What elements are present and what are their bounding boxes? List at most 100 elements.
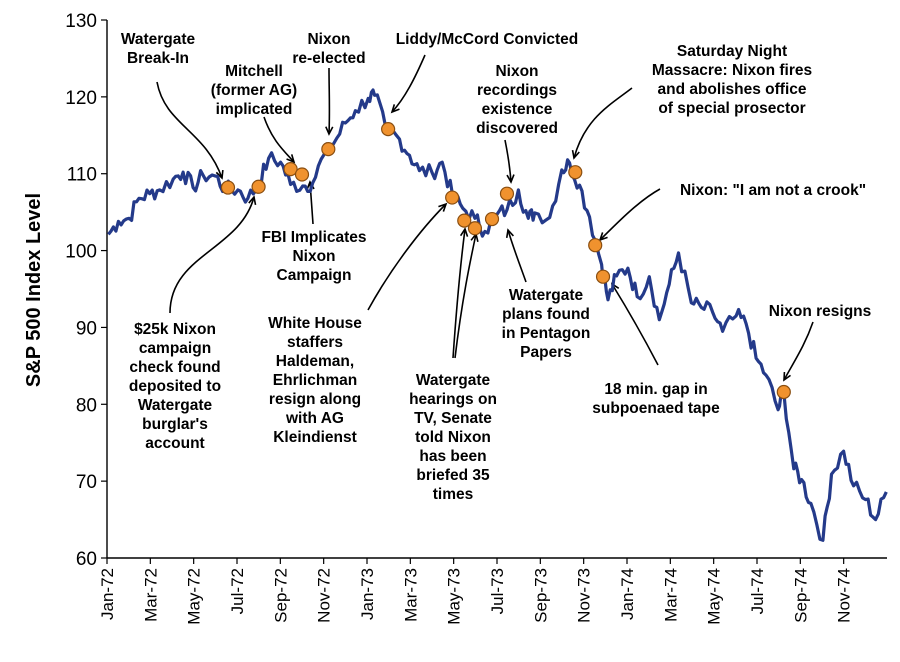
event-annotation: Watergate hearings on TV, Senate told Nixon… <box>409 372 497 503</box>
x-tick-label: Nov-73 <box>575 568 594 623</box>
annotation-line: (former AG) <box>211 82 297 99</box>
leader-line <box>156 81 223 179</box>
annotation-line: 18 min. gap in <box>604 381 707 398</box>
x-tick-label: Jan-73 <box>358 568 377 620</box>
event-marker <box>457 213 472 228</box>
x-tick-label: Mar-72 <box>141 568 160 622</box>
annotation-line: Nixon: "I am not a crook" <box>680 182 866 199</box>
y-tick-label: 80 <box>76 395 97 416</box>
annotation-line: plans found <box>502 306 590 323</box>
event-marker <box>776 384 791 400</box>
axes <box>101 19 887 564</box>
x-tick-label: Sep-74 <box>791 568 810 623</box>
annotation-line: Nixon <box>307 31 350 48</box>
leader-line <box>507 229 527 283</box>
y-tick-label: 130 <box>65 11 97 32</box>
event-marker <box>499 186 515 201</box>
x-tick-label: Jul-72 <box>228 568 247 614</box>
event-marker <box>484 211 500 227</box>
event-marker <box>568 165 583 180</box>
annotation-line: has been <box>419 448 486 465</box>
annotation-line: Break-In <box>127 50 189 67</box>
y-tick-labels: 60 70 80 90 100 110 120 130 <box>65 11 97 570</box>
event-annotation: White House staffers Haldeman, Ehrlichman re… <box>268 315 362 446</box>
leader-arrowhead <box>505 228 514 239</box>
annotation-line: burglar's <box>142 416 208 433</box>
y-tick-label: 100 <box>65 242 97 263</box>
event-annotation: FBI Implicates Nixon Campaign <box>261 229 366 284</box>
leader-arrowhead <box>438 202 448 212</box>
leader-line <box>263 116 295 163</box>
annotation-line: Watergate <box>121 31 196 48</box>
annotation-line: subpoenaed tape <box>592 400 720 417</box>
leader-arrowhead <box>390 104 400 114</box>
annotation-line: discovered <box>476 120 558 137</box>
annotation-line: Haldeman, <box>276 353 354 370</box>
event-annotation: Saturday Night Massacre: Nixon fires and a… <box>652 43 812 117</box>
event-annotation: Mitchell (former AG) implicated <box>211 63 297 118</box>
event-marker <box>251 179 266 194</box>
annotation-line: Saturday Night <box>677 43 787 60</box>
event-annotation: Nixon resigns <box>769 303 872 320</box>
annotation-line: Watergate <box>416 372 491 389</box>
event-markers <box>220 122 791 400</box>
leader-line <box>391 54 426 113</box>
x-tick-label: Jan-72 <box>98 568 117 620</box>
annotation-line: staffers <box>287 334 343 351</box>
leader-line <box>169 196 255 314</box>
y-tick-label: 60 <box>76 549 97 570</box>
leader-arrowhead <box>215 169 224 180</box>
event-marker <box>381 122 396 137</box>
annotation-line: re-elected <box>292 50 365 67</box>
annotation-line: Campaign <box>277 267 352 284</box>
annotation-line: TV, Senate <box>414 410 492 427</box>
event-marker <box>321 142 336 157</box>
annotation-line: Papers <box>520 344 572 361</box>
x-tick-label: Nov-74 <box>835 568 854 623</box>
y-tick-label: 110 <box>67 165 97 186</box>
annotation-line: recordings <box>477 82 557 99</box>
leader-arrowhead <box>783 371 791 382</box>
event-annotation: Watergate Break-In <box>121 31 196 67</box>
x-tick-label: Nov-72 <box>315 568 334 623</box>
annotation-line: briefed 35 <box>416 467 490 484</box>
annotation-line: Mitchell <box>225 63 283 80</box>
annotation-line: hearings on <box>409 391 497 408</box>
annotation-line: in Pentagon <box>502 325 591 342</box>
leader-line <box>504 139 512 183</box>
annotation-line: Watergate <box>138 397 213 414</box>
leader-arrowhead <box>286 154 296 164</box>
leader-arrowhead <box>571 149 580 160</box>
x-tick-label: May-72 <box>185 568 204 625</box>
x-tick-label: Sep-73 <box>531 568 550 623</box>
y-axis-label: S&P 500 Index Level <box>23 193 45 387</box>
annotation-line: campaign <box>139 340 211 357</box>
annotation-line: Ehrlichman <box>273 372 357 389</box>
event-marker <box>445 190 460 205</box>
leader-arrowhead <box>248 195 257 206</box>
annotation-line: resign along <box>269 391 361 408</box>
annotation-line: with AG <box>285 410 344 427</box>
x-tick-label: Jul-74 <box>748 568 767 614</box>
event-marker <box>595 269 611 284</box>
annotation-line: Nixon <box>495 63 538 80</box>
annotation-line: check found <box>129 359 220 376</box>
event-annotation: Nixon re-elected <box>292 31 365 67</box>
x-tick-label: May-74 <box>705 568 724 625</box>
leader-arrowhead <box>325 126 334 136</box>
annotation-line: $25k Nixon <box>134 321 216 338</box>
x-tick-label: Jul-73 <box>488 568 507 614</box>
event-annotation: Liddy/McCord Convicted <box>396 31 579 48</box>
event-annotations: Watergate Break-In $25k Nixon campaign check… <box>121 31 871 503</box>
event-annotation: 18 min. gap in subpoenaed tape <box>592 381 720 417</box>
event-marker <box>467 221 483 236</box>
y-tick-label: 70 <box>76 472 97 493</box>
event-marker <box>588 238 603 253</box>
event-annotation: Nixon recordings existence discovered <box>476 63 558 137</box>
annotation-line: existence <box>482 101 553 118</box>
y-tick-label: 120 <box>65 88 97 109</box>
annotation-line: of special prosector <box>658 100 805 117</box>
leader-arrowhead <box>506 174 515 184</box>
annotation-line: Nixon resigns <box>769 303 872 320</box>
